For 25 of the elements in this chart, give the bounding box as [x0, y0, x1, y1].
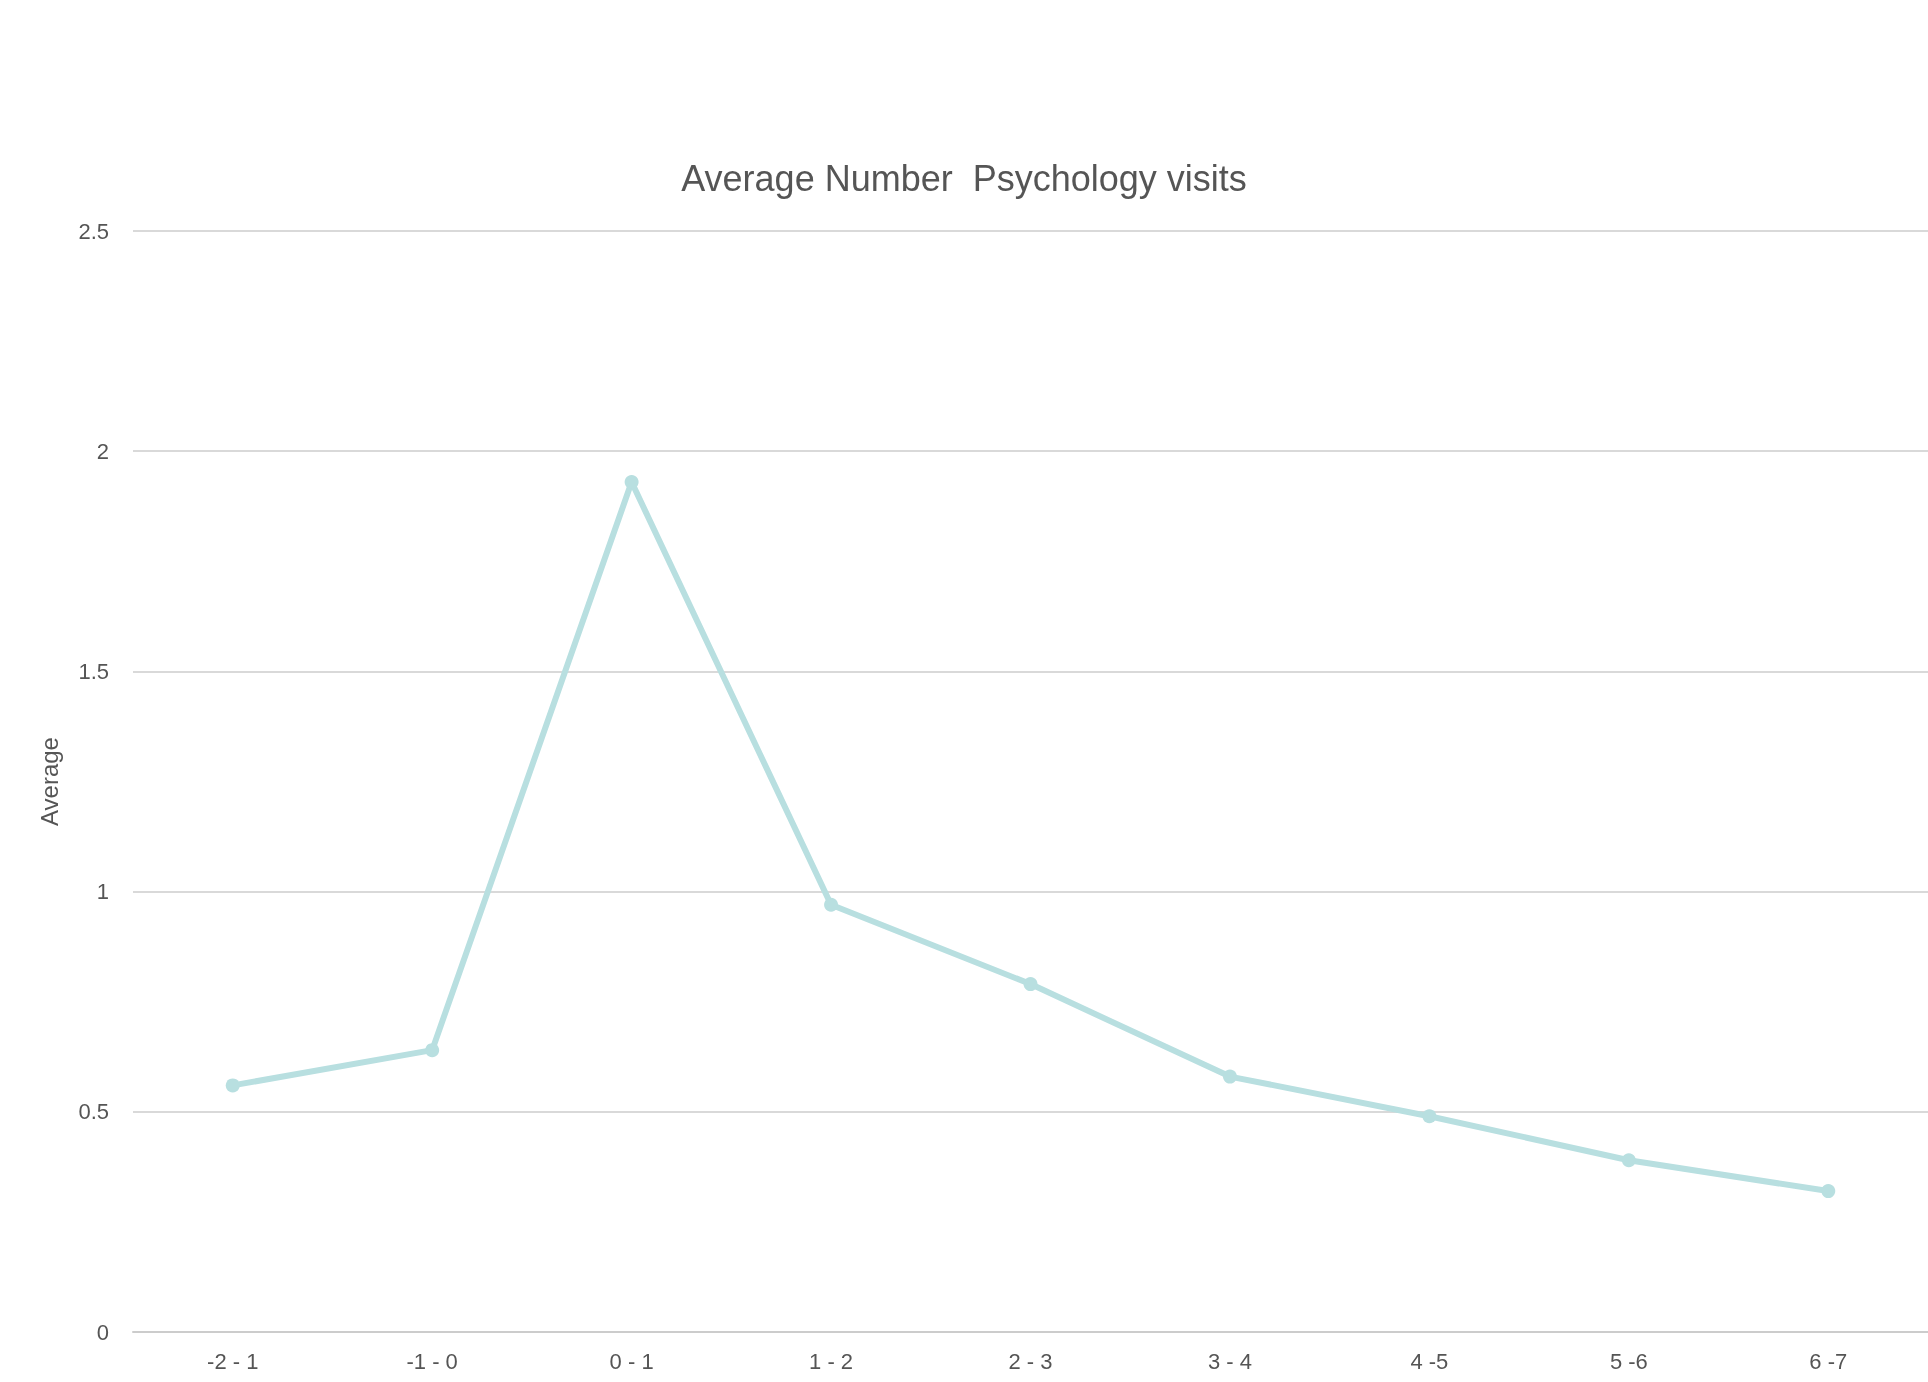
point	[1422, 1109, 1437, 1124]
x-tick-label: 4 -5	[1410, 1348, 1449, 1374]
y-axis-title: Average	[35, 737, 63, 826]
point	[1222, 1069, 1237, 1084]
y-tick-label: 1.5	[78, 658, 109, 684]
y-tick-label: 0.5	[78, 1099, 109, 1125]
x-tick-label: 5 -6	[1609, 1348, 1648, 1374]
point	[1821, 1184, 1836, 1199]
point	[824, 897, 839, 912]
x-tick-label: 1 - 2	[809, 1348, 854, 1374]
y-tick-label: 0	[96, 1319, 109, 1345]
x-tick-label: -2 - 1	[207, 1348, 259, 1374]
x-tick-label: 6 -7	[1809, 1348, 1848, 1374]
y-tick-label: 1	[96, 879, 109, 905]
x-tick-label: -1 - 0	[406, 1348, 458, 1374]
point	[225, 1078, 240, 1093]
x-tick-label: 2 - 3	[1008, 1348, 1053, 1374]
chart-title: Average Number Psychology visits	[681, 157, 1247, 199]
x-tick-label: 3 - 4	[1207, 1348, 1252, 1374]
y-tick-label: 2.5	[78, 218, 109, 244]
x-tick-label: 0 - 1	[609, 1348, 654, 1374]
point	[1621, 1153, 1636, 1168]
point	[1023, 977, 1038, 992]
y-tick-label: 2	[96, 438, 109, 464]
point	[425, 1043, 440, 1058]
